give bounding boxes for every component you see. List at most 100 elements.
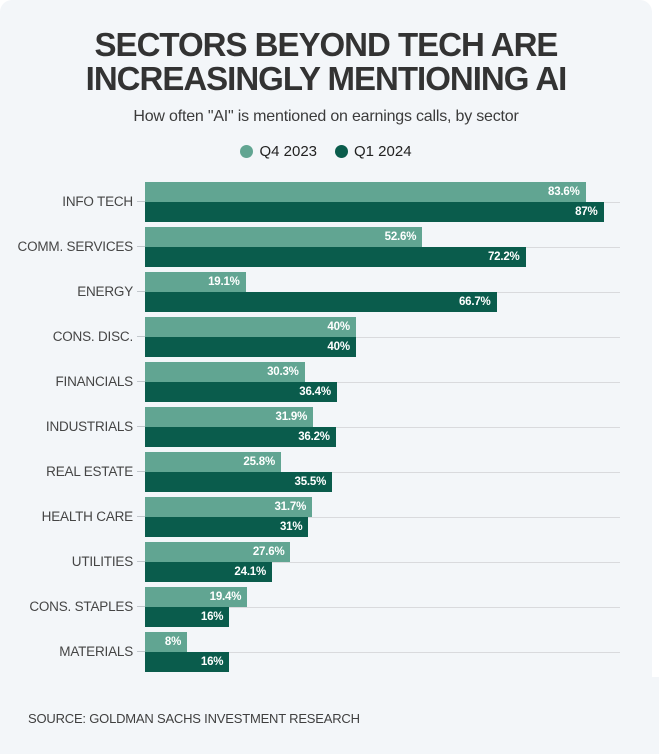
bar-group: 19.1% 66.7% (145, 269, 631, 314)
sector-row: MATERIALS 8% 16% (0, 629, 652, 674)
sector-label: REAL ESTATE (46, 464, 133, 479)
bar-value-label: 83.6% (548, 185, 580, 198)
bar-group: 52.6% 72.2% (145, 224, 631, 269)
bar-q1-2024: 87% (145, 201, 604, 222)
sector-row: UTILITIES 27.6% 24.1% (0, 539, 652, 584)
bar-q1-2024: 66.7% (145, 291, 497, 312)
bar-value-label: 40% (327, 340, 350, 353)
bar-q1-2024: 24.1% (145, 561, 273, 582)
bar-value-label: 19.4% (209, 590, 242, 603)
bar-q1-2024: 36.2% (145, 426, 336, 447)
category-label-cell: FINANCIALS (0, 374, 145, 389)
axis-tick (137, 336, 145, 337)
category-label-cell: COMM. SERVICES (0, 239, 145, 254)
row-gridline (145, 471, 620, 473)
bar-value-label: 31.9% (275, 410, 308, 423)
category-label-cell: UTILITIES (0, 554, 145, 569)
sector-label: ENERGY (77, 284, 133, 299)
sector-row: INFO TECH 83.6% 87% (0, 179, 652, 224)
sector-row: REAL ESTATE 25.8% 35.5% (0, 449, 652, 494)
bar-group: 8% 16% (145, 629, 631, 674)
bar-q4-2023: 25.8% (145, 451, 281, 472)
row-gridline (145, 336, 620, 338)
legend-item-q1-2024: Q1 2024 (335, 143, 412, 160)
axis-tick (137, 426, 145, 427)
row-gridline (145, 426, 620, 428)
bar-group: 30.3% 36.4% (145, 359, 631, 404)
sector-row: CONS. STAPLES 19.4% 16% (0, 584, 652, 629)
chart-title-line-1: SECTORS BEYOND TECH ARE (94, 26, 559, 63)
bar-q1-2024: 35.5% (145, 471, 333, 492)
sector-label: INDUSTRIALS (45, 419, 133, 434)
row-gridline (145, 561, 620, 563)
row-gridline (145, 651, 620, 653)
sector-label: CONS. STAPLES (29, 599, 133, 614)
bar-group: 27.6% 24.1% (145, 539, 631, 584)
axis-tick (137, 201, 145, 202)
chart-legend: Q4 2023 Q1 2024 (0, 143, 652, 160)
bar-value-label: 52.6% (384, 230, 417, 243)
chart-card: SECTORS BEYOND TECH ARE INCREASINGLY MEN… (0, 0, 652, 677)
sector-label: INFO TECH (62, 194, 133, 209)
sector-row: HEALTH CARE 31.7% 31% (0, 494, 652, 539)
bar-value-label: 87% (575, 205, 598, 218)
bar-value-label: 16% (200, 655, 224, 668)
q1-2024-swatch-icon (335, 145, 348, 158)
bar-value-label: 36.2% (298, 430, 330, 443)
bar-value-label: 25.8% (243, 455, 275, 468)
category-label-cell: REAL ESTATE (0, 464, 145, 479)
bar-group: 31.9% 36.2% (145, 404, 631, 449)
chart-subtitle: How often "AI" is mentioned on earnings … (133, 108, 519, 125)
sector-row: CONS. DISC. 40% 40% (0, 314, 652, 359)
bar-q4-2023: 52.6% (145, 226, 423, 247)
bar-value-label: 35.5% (294, 475, 327, 488)
bar-q1-2024: 72.2% (145, 246, 526, 267)
bar-q4-2023: 19.1% (145, 271, 246, 292)
bar-q1-2024: 16% (145, 606, 230, 627)
grouped-bar-chart: INFO TECH 83.6% 87% COMM. SERVICES 52.6% 72.2… (0, 179, 652, 674)
bar-group: 19.4% 16% (145, 584, 631, 629)
category-label-cell: INDUSTRIALS (0, 419, 145, 434)
row-gridline (145, 381, 620, 383)
sector-label: UTILITIES (71, 554, 133, 569)
sector-row: FINANCIALS 30.3% 36.4% (0, 359, 652, 404)
category-label-cell: HEALTH CARE (0, 509, 145, 524)
bar-q4-2023: 31.7% (145, 496, 313, 517)
sector-label: HEALTH CARE (41, 509, 134, 524)
legend-label-q4-2023: Q4 2023 (259, 143, 317, 160)
sector-row: COMM. SERVICES 52.6% 72.2% (0, 224, 652, 269)
bar-q4-2023: 19.4% (145, 586, 248, 607)
legend-label-q1-2024: Q1 2024 (354, 143, 412, 160)
sector-row: INDUSTRIALS 31.9% 36.2% (0, 404, 652, 449)
bar-value-label: 72.2% (487, 250, 520, 263)
axis-tick (137, 651, 145, 652)
bar-q4-2023: 30.3% (145, 361, 305, 382)
bar-q1-2024: 31% (145, 516, 309, 537)
axis-tick (137, 381, 145, 382)
source-footer: SOURCE: GOLDMAN SACHS INVESTMENT RESEARC… (0, 677, 659, 754)
axis-tick (137, 606, 145, 607)
axis-tick (137, 246, 145, 247)
category-label-cell: CONS. DISC. (0, 329, 145, 344)
category-label-cell: ENERGY (0, 284, 145, 299)
bar-value-label: 8% (164, 635, 182, 648)
bar-value-label: 16% (200, 610, 224, 623)
bar-q4-2023: 40% (145, 316, 356, 337)
axis-tick (137, 516, 145, 517)
bar-value-label: 40% (327, 320, 350, 333)
category-label-cell: INFO TECH (0, 194, 145, 209)
bar-q4-2023: 83.6% (145, 181, 586, 202)
bar-value-label: 31.7% (274, 500, 307, 513)
legend-item-q4-2023: Q4 2023 (240, 143, 317, 160)
bar-group: 25.8% 35.5% (145, 449, 631, 494)
chart-title-line-2: INCREASINGLY MENTIONING AI (85, 60, 568, 97)
row-gridline (145, 516, 620, 518)
bar-value-label: 31% (279, 520, 303, 533)
bar-value-label: 24.1% (234, 565, 267, 578)
row-gridline (145, 606, 620, 608)
category-label-cell: MATERIALS (0, 644, 145, 659)
category-label-cell: CONS. STAPLES (0, 599, 145, 614)
bar-q4-2023: 8% (145, 631, 188, 652)
axis-tick (137, 471, 145, 472)
bar-value-label: 30.3% (267, 365, 299, 378)
